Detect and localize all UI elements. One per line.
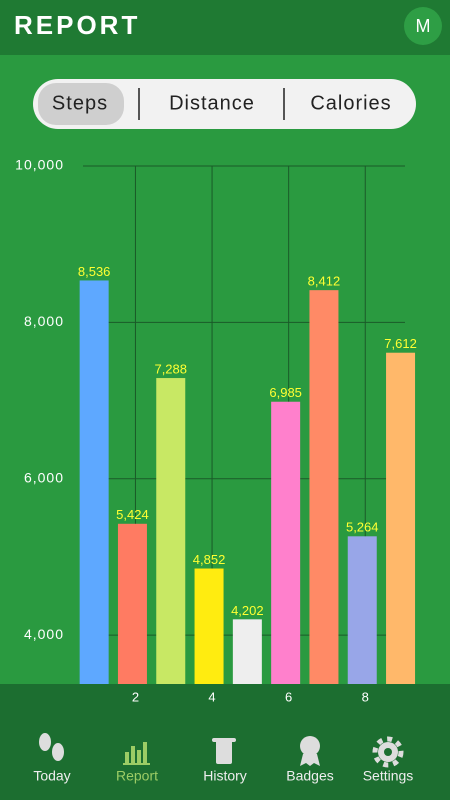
today-icon [39, 733, 64, 761]
x-tick-label: 2 [132, 689, 139, 704]
history-icon [212, 738, 236, 764]
bar [156, 378, 186, 684]
tab-selected-bg [38, 83, 124, 125]
nav-item[interactable]: Badges [286, 768, 333, 784]
value-label: 4,852 [193, 552, 226, 567]
y-tick-label: 10,000 [15, 157, 64, 173]
bar [232, 619, 262, 684]
bar [309, 290, 339, 684]
nav-item[interactable]: Report [116, 768, 158, 784]
nav-item[interactable]: Settings [363, 768, 414, 784]
x-tick-label: 4 [208, 689, 215, 704]
value-label: 8,536 [78, 264, 111, 279]
y-tick-label: 4,000 [24, 626, 64, 642]
avatar-letter: M [416, 16, 431, 36]
bar [347, 536, 377, 684]
badges-icon [300, 736, 320, 766]
value-label: 4,202 [231, 603, 264, 618]
report-icon [123, 742, 150, 765]
value-label: 8,412 [308, 274, 341, 289]
x-tick-label: 8 [362, 689, 369, 704]
x-axis: 2 4 6 8 [132, 689, 369, 704]
nav-item[interactable]: Today [33, 768, 70, 784]
y-tick-label: 8,000 [24, 313, 64, 329]
value-label: 6,985 [269, 385, 302, 400]
bar [194, 568, 224, 684]
tab[interactable]: Steps [52, 92, 108, 114]
avatar[interactable] [404, 7, 442, 45]
tab-control [33, 79, 416, 129]
bar [117, 523, 147, 684]
nav-item[interactable]: History [203, 768, 247, 784]
y-tick-label: 6,000 [24, 469, 64, 485]
page-title: REPORT [14, 10, 140, 40]
tab[interactable]: Distance [169, 92, 255, 114]
header-bar [0, 0, 450, 55]
value-label: 5,264 [346, 520, 379, 535]
value-label: 7,288 [154, 361, 187, 376]
bar [386, 352, 416, 684]
value-label: 5,424 [116, 507, 149, 522]
bar [271, 401, 301, 684]
nav-icons [39, 733, 404, 768]
x-tick-label: 6 [285, 689, 292, 704]
value-label: 7,612 [384, 336, 417, 351]
tab[interactable]: Calories [310, 92, 391, 114]
settings-icon [372, 736, 404, 768]
bar [79, 280, 109, 684]
chart: 4,000 6,000 8,000 10,000 8,536 5,424 7,288 4,85… [15, 157, 417, 684]
